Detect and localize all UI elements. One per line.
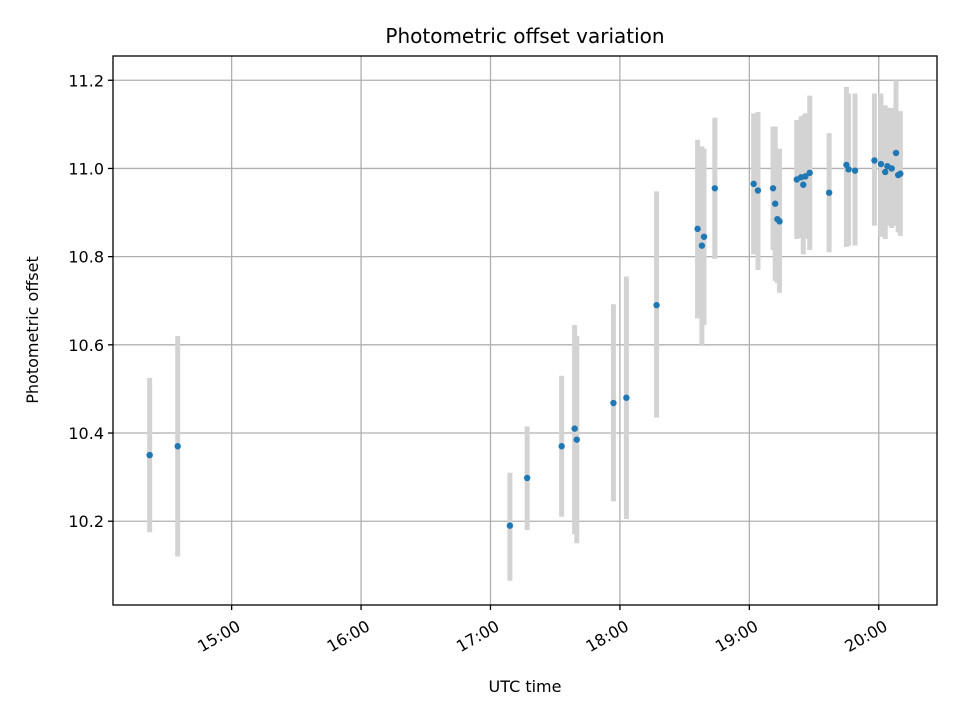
data-point (897, 170, 904, 177)
data-point (772, 200, 779, 207)
data-point (694, 225, 701, 233)
data-point (754, 187, 762, 194)
data-point (558, 443, 565, 450)
data-point (845, 166, 852, 173)
x-axis-label: UTC time (489, 677, 562, 696)
data-point (750, 180, 757, 188)
data-point (698, 242, 706, 249)
data-point (506, 522, 514, 529)
data-point (711, 185, 719, 192)
y-tick-label: 11.0 (68, 159, 104, 178)
y-tick-label: 11.2 (68, 71, 104, 90)
data-point (851, 167, 859, 174)
data-point (892, 149, 900, 157)
error-bars (147, 80, 903, 581)
x-tick-label: 15:00 (194, 616, 243, 656)
data-point (882, 168, 889, 176)
chart-title: Photometric offset variation (385, 24, 664, 48)
x-tick-label: 18:00 (582, 616, 631, 656)
data-point (877, 160, 885, 168)
y-axis-label: Photometric offset (23, 256, 42, 404)
x-tick-label: 20:00 (841, 616, 890, 656)
data-point (806, 169, 813, 177)
x-tick-label: 19:00 (712, 616, 761, 656)
plot-frame (112, 55, 938, 606)
data-point (871, 157, 878, 164)
data-point (623, 394, 630, 401)
y-axis-ticks: 10.2 10.4 10.6 10.8 11.0 11.2 (68, 71, 113, 531)
y-tick-label: 10.8 (68, 248, 104, 267)
data-point (700, 233, 708, 240)
data-point (174, 443, 181, 450)
data-point (802, 173, 809, 180)
y-tick-label: 10.2 (68, 512, 104, 531)
x-tick-label: 16:00 (324, 616, 373, 656)
data-point (769, 185, 777, 192)
data-points (146, 149, 904, 529)
data-point (776, 218, 783, 225)
x-axis-ticks: 15:00 16:00 17:00 18:00 19:00 20:00 (194, 605, 891, 656)
x-tick-label: 17:00 (453, 616, 502, 656)
data-point (146, 451, 153, 459)
data-point (653, 301, 660, 309)
y-tick-label: 10.4 (68, 424, 104, 443)
data-point (573, 436, 580, 443)
data-point (800, 181, 807, 188)
data-point (523, 474, 531, 482)
y-tick-label: 10.6 (68, 336, 104, 355)
data-point (825, 189, 833, 196)
data-point (888, 165, 895, 172)
data-point (610, 399, 617, 407)
data-point (571, 425, 578, 432)
